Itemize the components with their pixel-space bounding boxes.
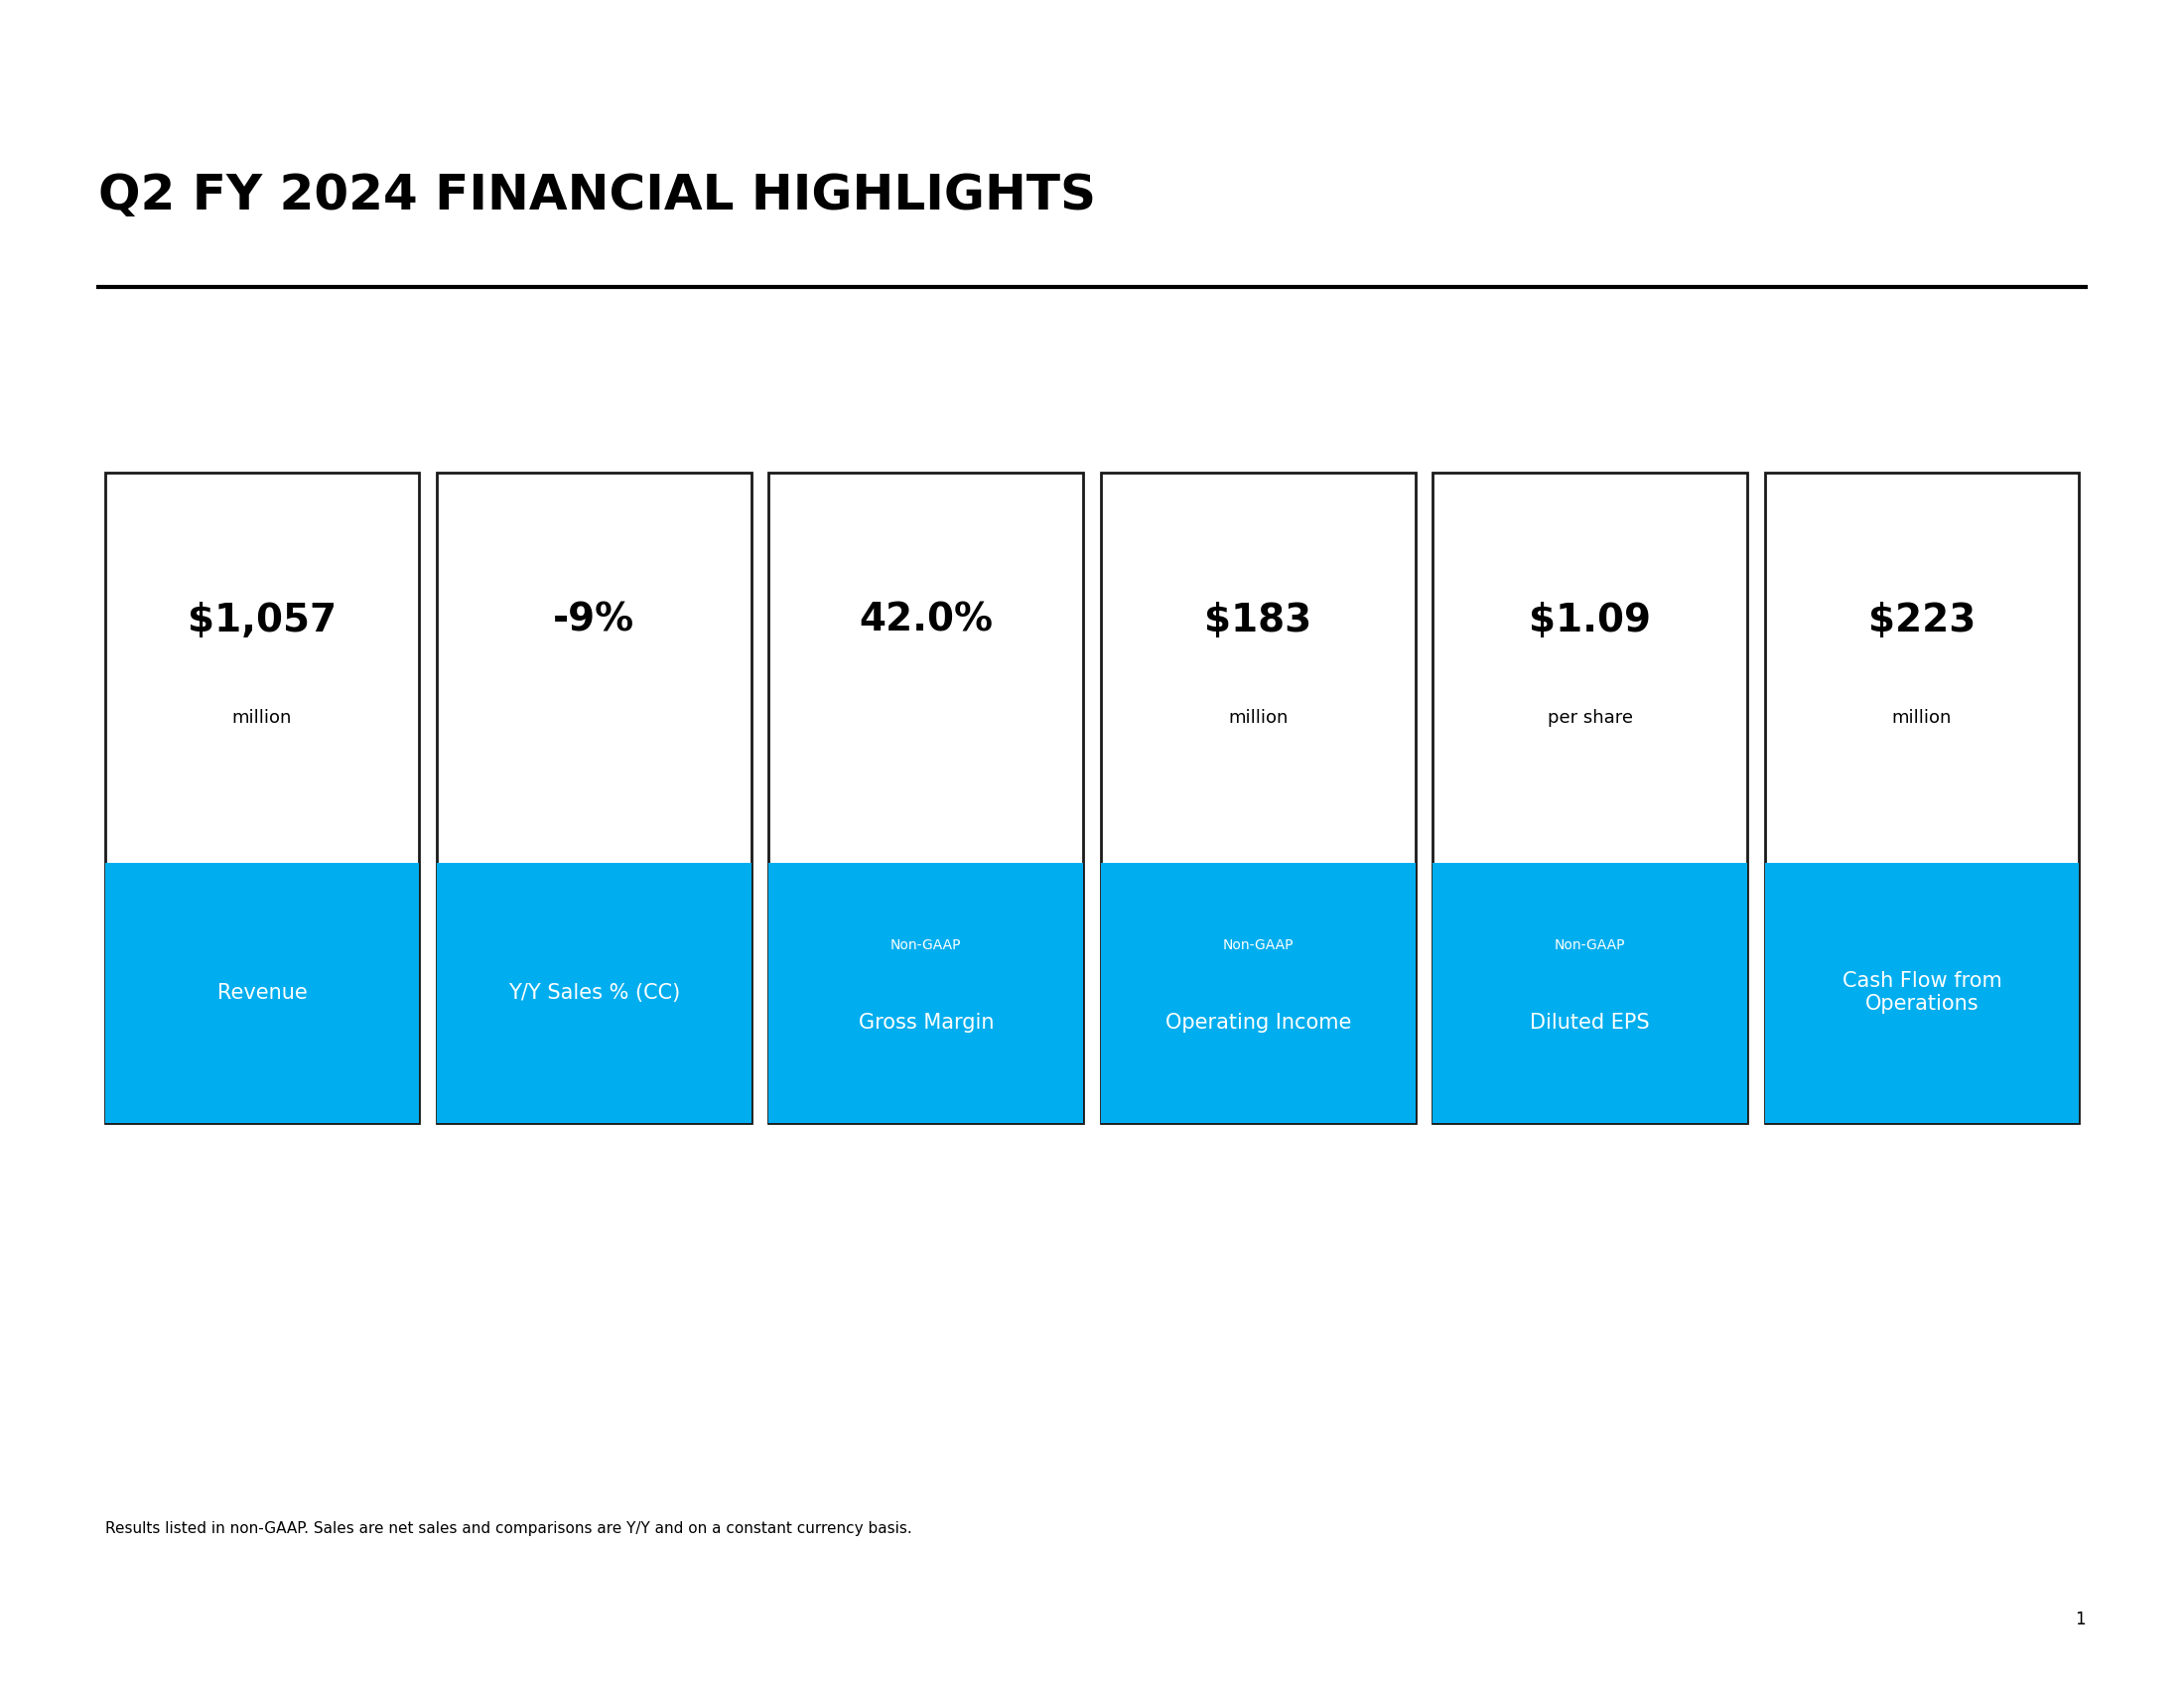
FancyBboxPatch shape [1433,473,1747,1123]
Text: Revenue: Revenue [216,982,308,1003]
FancyBboxPatch shape [1101,863,1415,1123]
Text: Q2 FY 2024 FINANCIAL HIGHLIGHTS: Q2 FY 2024 FINANCIAL HIGHLIGHTS [98,172,1096,219]
Text: $183: $183 [1203,601,1313,640]
FancyBboxPatch shape [105,473,419,1123]
Text: $1.09: $1.09 [1529,601,1651,640]
FancyBboxPatch shape [1765,863,2079,1123]
Text: per share: per share [1546,709,1634,728]
Text: 1: 1 [2075,1610,2086,1629]
Text: Results listed in non-GAAP. Sales are net sales and comparisons are Y/Y and on a: Results listed in non-GAAP. Sales are ne… [105,1521,911,1536]
Text: Non-GAAP: Non-GAAP [891,939,961,952]
Text: Gross Margin: Gross Margin [858,1013,994,1033]
FancyBboxPatch shape [105,863,419,1123]
Text: Y/Y Sales % (CC): Y/Y Sales % (CC) [509,982,679,1003]
FancyBboxPatch shape [1765,473,2079,1123]
Text: Non-GAAP: Non-GAAP [1555,939,1625,952]
FancyBboxPatch shape [437,863,751,1123]
FancyBboxPatch shape [769,863,1083,1123]
FancyBboxPatch shape [1433,863,1747,1123]
Text: million: million [232,709,293,728]
Text: $1,057: $1,057 [188,601,336,640]
Text: million: million [1891,709,1952,728]
Text: 42.0%: 42.0% [858,601,994,640]
Text: -9%: -9% [553,601,636,640]
Text: Diluted EPS: Diluted EPS [1531,1013,1649,1033]
Text: Cash Flow from
Operations: Cash Flow from Operations [1841,971,2003,1014]
FancyBboxPatch shape [769,473,1083,1123]
Text: million: million [1227,709,1289,728]
FancyBboxPatch shape [437,473,751,1123]
Text: Operating Income: Operating Income [1164,1013,1352,1033]
Text: $223: $223 [1867,601,1977,640]
Text: Non-GAAP: Non-GAAP [1223,939,1293,952]
FancyBboxPatch shape [1101,473,1415,1123]
